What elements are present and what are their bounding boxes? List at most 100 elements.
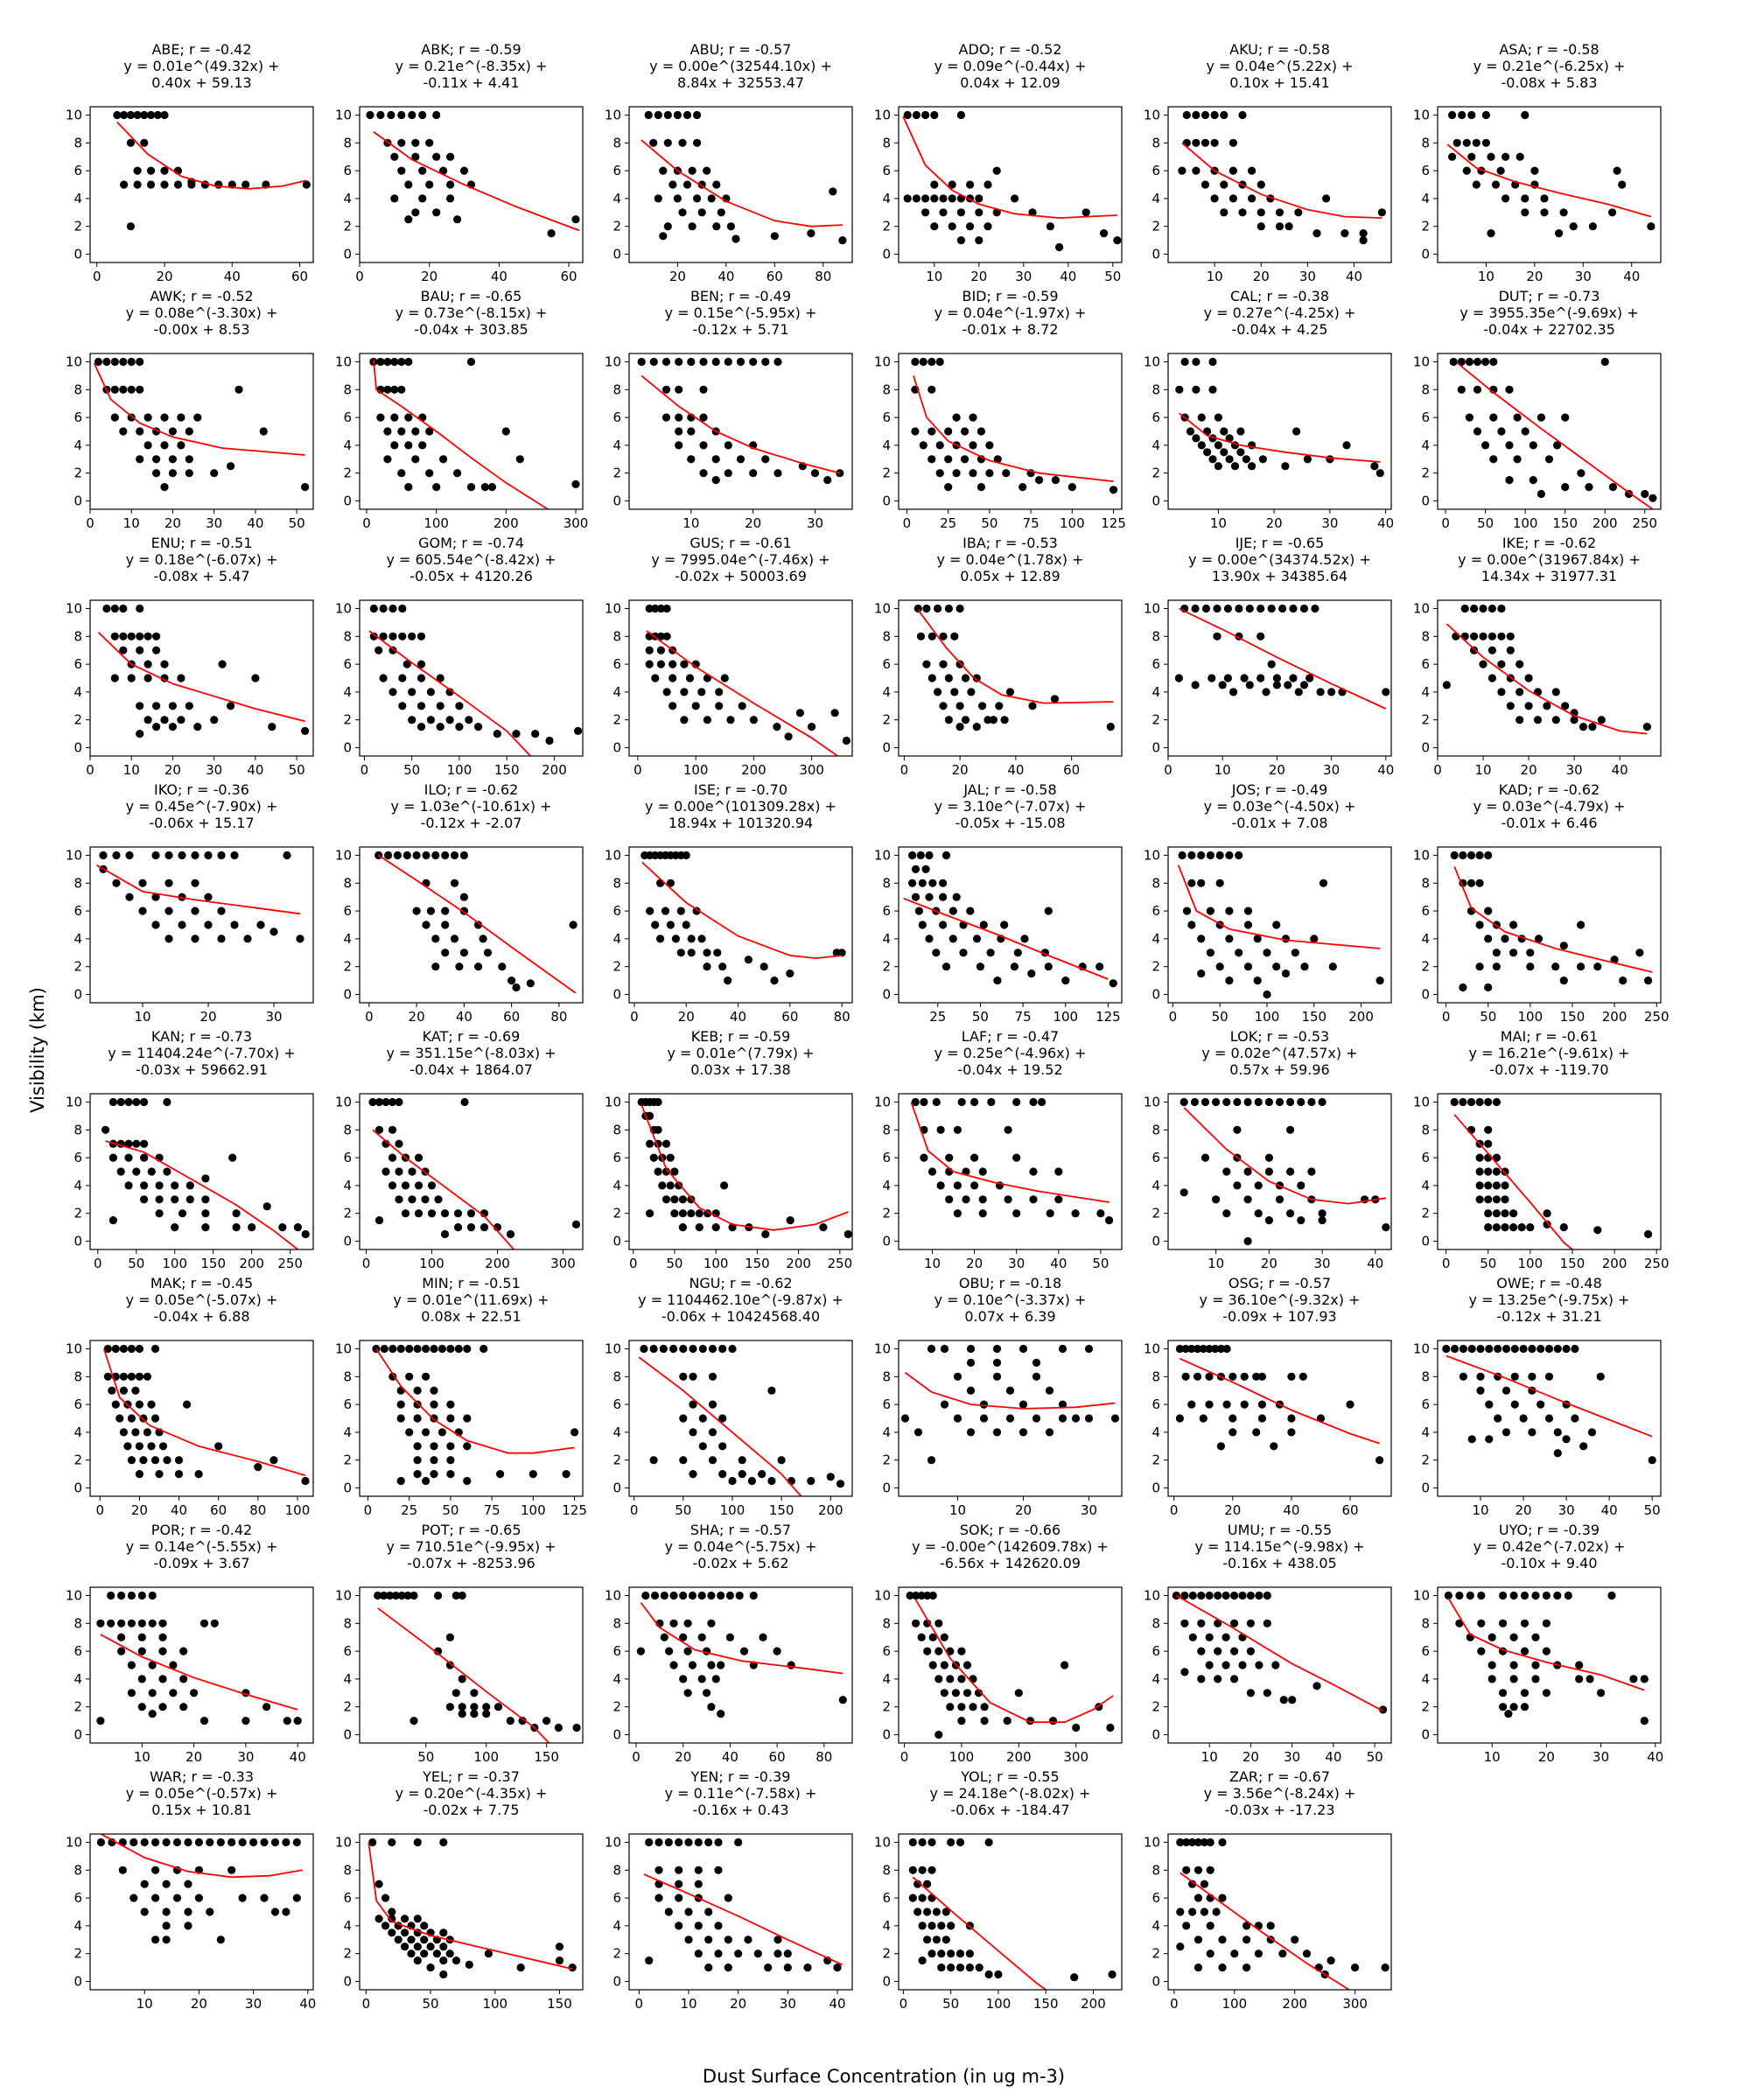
data-point	[703, 166, 711, 175]
x-tick-label: 10	[1207, 269, 1223, 284]
fit-equation-line: -0.01x + 7.08	[1231, 815, 1327, 831]
x-tick-label: 100	[720, 1502, 746, 1518]
data-point	[405, 1372, 414, 1381]
data-point	[144, 716, 152, 724]
panel-title: JAL; r = -0.58	[962, 781, 1056, 798]
data-point	[1519, 1344, 1528, 1354]
data-point	[111, 1344, 120, 1354]
data-point	[1597, 716, 1606, 724]
data-point	[649, 138, 658, 147]
panel-title: KEB; r = -0.59	[691, 1028, 791, 1045]
data-point	[482, 1710, 491, 1718]
data-point	[379, 604, 388, 613]
y-tick-label: 8	[612, 1368, 621, 1384]
data-point	[1484, 1097, 1493, 1107]
data-point	[1254, 1097, 1263, 1107]
x-tick-label: 0	[1164, 762, 1172, 778]
x-tick-label: 10	[123, 515, 140, 531]
data-point	[470, 1703, 479, 1712]
data-point	[1328, 962, 1337, 971]
data-point	[649, 1344, 658, 1354]
data-point	[228, 1866, 236, 1874]
fit-equation-line: y = 24.18e^(-8.02x) +	[930, 1785, 1091, 1802]
data-point	[127, 1661, 136, 1670]
data-point	[124, 1181, 133, 1190]
data-point	[675, 1838, 683, 1847]
data-point	[1197, 1591, 1206, 1600]
data-point	[282, 1908, 290, 1916]
y-tick-label: 0	[882, 1233, 891, 1249]
data-point	[984, 716, 992, 724]
scatter-panel: NGU; r = -0.62y = 1104462.10e^(-9.87x) +…	[605, 1275, 853, 1518]
y-tick-label: 0	[343, 986, 352, 1002]
data-point	[654, 1167, 662, 1176]
data-point	[1194, 1964, 1203, 1972]
data-point	[1288, 1696, 1297, 1704]
data-point	[1501, 1223, 1509, 1232]
x-tick-label: 10	[680, 1996, 696, 2012]
data-point	[460, 1097, 469, 1107]
y-tick-label: 10	[605, 1588, 621, 1604]
data-point	[1475, 1167, 1484, 1176]
y-tick-label: 8	[74, 1615, 82, 1631]
data-point	[388, 1344, 397, 1354]
data-point	[133, 180, 142, 189]
data-point	[1534, 934, 1544, 943]
fit-equation-line: -0.05x + -15.08	[955, 815, 1065, 831]
data-point	[1200, 1097, 1210, 1107]
data-point	[1499, 1703, 1508, 1712]
data-point	[1467, 152, 1476, 161]
y-tick-label: 8	[74, 1862, 82, 1878]
y-tick-label: 4	[74, 1671, 82, 1687]
data-point	[153, 110, 162, 120]
data-point	[1460, 632, 1469, 640]
data-point	[961, 427, 970, 436]
panel-title: SOK; r = -0.66	[960, 1522, 1060, 1538]
data-point	[1005, 1414, 1015, 1423]
y-tick-label: 2	[882, 1206, 891, 1222]
y-tick-label: 10	[66, 1341, 82, 1357]
data-point	[446, 1456, 455, 1465]
data-point	[1181, 1344, 1190, 1354]
fit-equation-line: y = 710.51e^(-9.95x) +	[386, 1538, 556, 1555]
data-point	[979, 920, 988, 929]
data-point	[1194, 1894, 1203, 1902]
data-point	[1197, 850, 1206, 860]
data-point	[1644, 976, 1653, 985]
x-tick-label: 100	[1053, 1009, 1078, 1025]
data-point	[1640, 1675, 1648, 1684]
data-point	[418, 441, 427, 450]
data-point	[1222, 1209, 1231, 1218]
data-point	[413, 1914, 422, 1923]
data-point	[736, 357, 746, 367]
data-point	[132, 1139, 141, 1148]
data-point	[401, 1928, 410, 1937]
data-point	[984, 222, 992, 231]
scatter-points	[1175, 1344, 1384, 1465]
data-point	[388, 1372, 397, 1381]
data-point	[1553, 1428, 1562, 1437]
data-point	[137, 1633, 146, 1642]
data-point	[1526, 948, 1535, 957]
data-point	[707, 194, 716, 203]
data-point	[127, 674, 136, 682]
data-point	[1192, 110, 1200, 120]
x-tick-label: 60	[561, 269, 578, 284]
data-point	[654, 194, 662, 203]
data-point	[1176, 1942, 1185, 1951]
data-point	[1192, 434, 1200, 443]
y-tick-label: 0	[1152, 739, 1160, 755]
data-point	[160, 180, 169, 189]
data-point	[1543, 1220, 1551, 1228]
data-point	[1452, 138, 1461, 147]
data-point	[956, 660, 964, 668]
data-point	[1466, 878, 1476, 887]
axes-frame	[359, 599, 584, 757]
data-point	[995, 702, 1004, 710]
data-point	[216, 1936, 225, 1944]
data-point	[119, 357, 128, 367]
x-tick-label: 40	[1283, 1502, 1299, 1518]
data-point	[1194, 1372, 1202, 1381]
data-point	[450, 850, 459, 860]
x-tick-label: 0	[1441, 515, 1450, 531]
